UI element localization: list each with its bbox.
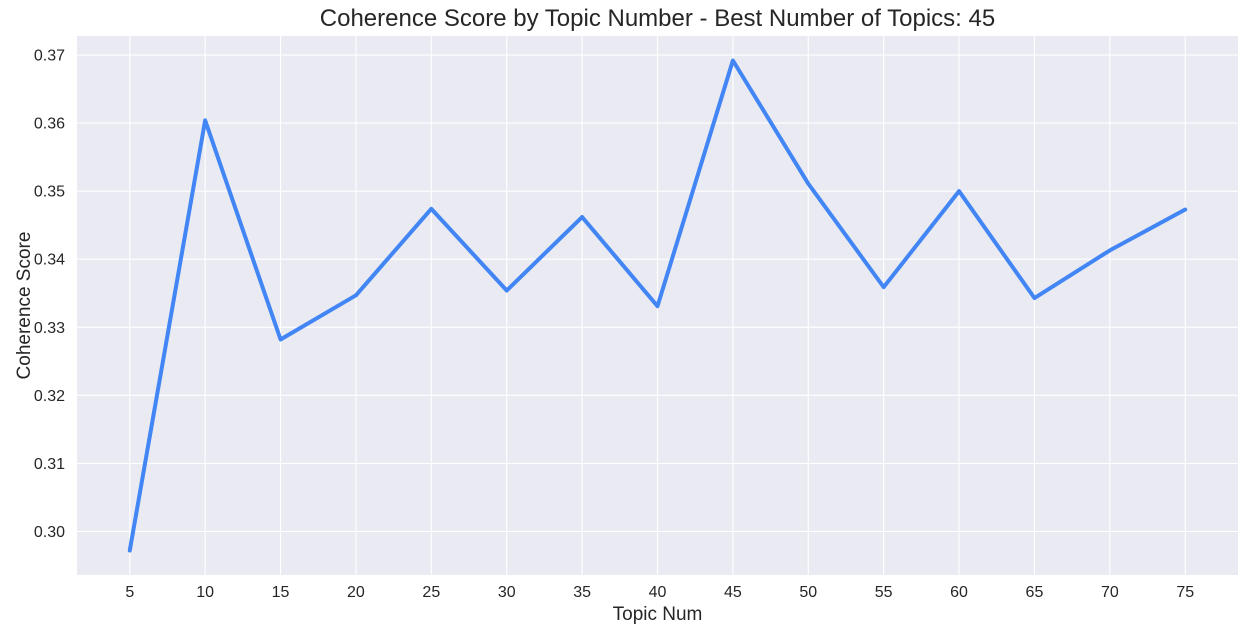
grid-lines: [77, 36, 1238, 575]
data-point: [882, 285, 886, 289]
y-tick-label: 0.35: [34, 184, 65, 201]
data-point: [1183, 208, 1187, 212]
data-point: [1108, 248, 1112, 252]
chart-title: Coherence Score by Topic Number - Best N…: [320, 5, 995, 32]
data-point: [279, 338, 283, 342]
data-point: [429, 207, 433, 211]
x-tick-label: 40: [649, 584, 667, 601]
x-tick-label: 45: [724, 584, 742, 601]
x-tick-label: 25: [422, 584, 440, 601]
y-tick-label: 0.30: [34, 524, 65, 541]
x-axis-ticks: 5 10 15 20 25 30 35 40 45 50 55 60 65 70 75: [125, 584, 1194, 601]
data-point: [806, 182, 810, 186]
data-point: [731, 59, 735, 62]
x-tick-label: 50: [799, 584, 817, 601]
y-tick-label: 0.31: [34, 456, 65, 473]
x-tick-label: 60: [950, 584, 968, 601]
x-tick-label: 15: [272, 584, 290, 601]
x-tick-label: 20: [347, 584, 365, 601]
data-point: [128, 549, 132, 552]
x-tick-label: 30: [498, 584, 516, 601]
x-tick-label: 35: [573, 584, 591, 601]
y-tick-label: 0.32: [34, 388, 65, 405]
data-point: [656, 304, 659, 308]
x-tick-label: 10: [196, 584, 214, 601]
y-axis-label: Coherence Score: [14, 232, 35, 380]
x-tick-label: 70: [1101, 584, 1119, 601]
x-tick-label: 55: [875, 584, 893, 601]
data-point: [354, 293, 358, 297]
x-tick-label: 65: [1026, 584, 1044, 601]
series-layer: [127, 58, 1188, 553]
data-point: [580, 215, 584, 219]
data-point: [957, 189, 961, 193]
x-tick-label: 75: [1176, 584, 1194, 601]
data-point: [203, 118, 207, 122]
x-axis-label: Topic Num: [613, 604, 703, 625]
y-tick-label: 0.37: [34, 48, 65, 65]
y-axis-ticks: 0.30 0.31 0.32 0.33 0.34 0.35 0.36 0.37: [34, 48, 65, 541]
y-tick-label: 0.34: [34, 252, 65, 269]
x-tick-label: 5: [125, 584, 134, 601]
y-tick-label: 0.33: [34, 320, 65, 337]
y-tick-label: 0.36: [34, 116, 65, 133]
data-point: [505, 289, 509, 293]
data-point: [1032, 296, 1036, 300]
